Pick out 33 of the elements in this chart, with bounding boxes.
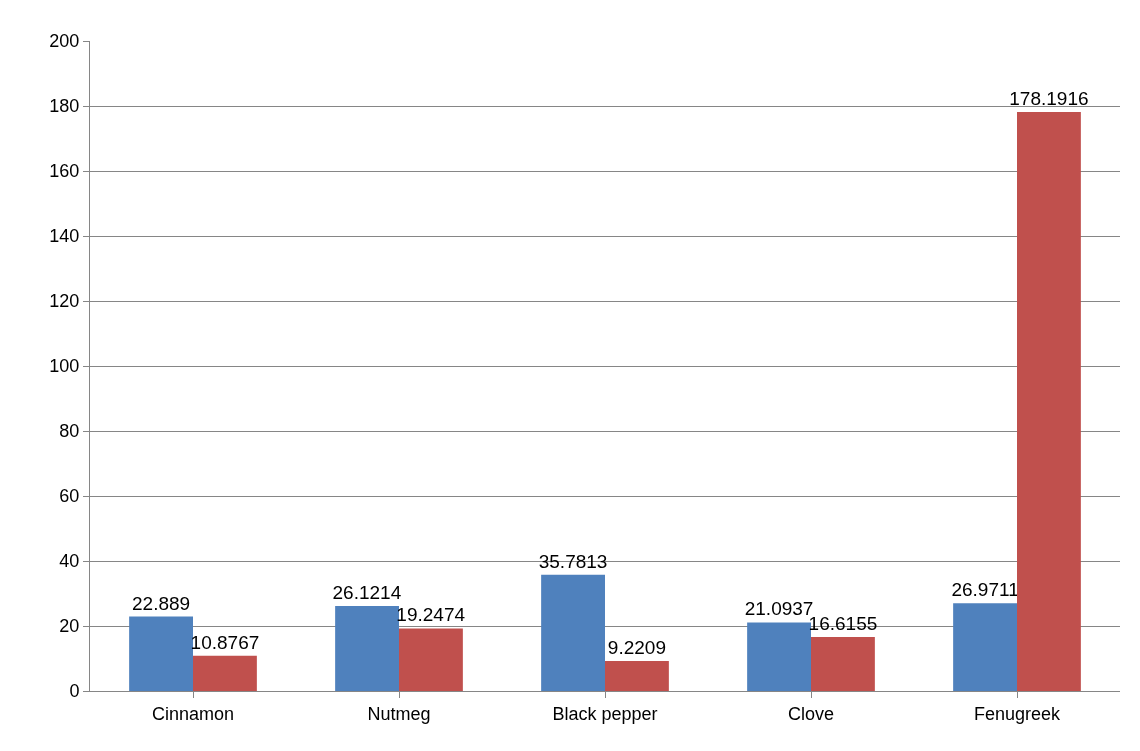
bar: [953, 603, 1017, 691]
bar: [335, 606, 399, 691]
data-label: 35.7813: [538, 550, 608, 572]
y-tick-label: 20: [59, 616, 80, 637]
bar: [399, 628, 463, 691]
data-label: 26.1214: [332, 582, 402, 604]
bar: [193, 655, 257, 691]
x-tick-label: Cinnamon: [151, 703, 235, 724]
data-label: 178.1916: [1009, 87, 1089, 109]
bar: [747, 622, 811, 691]
x-tick-label: Clove: [787, 703, 835, 724]
y-tick-label: 120: [49, 291, 80, 312]
y-tick-label: 180: [49, 96, 80, 117]
y-tick-label: 80: [59, 421, 80, 442]
x-tick-label: Fenugreek: [973, 703, 1062, 724]
x-tick-label: Nutmeg: [367, 703, 431, 724]
bar: [1017, 111, 1081, 691]
data-label: 16.6155: [808, 613, 878, 634]
y-tick-label: 100: [49, 356, 80, 377]
bar: [811, 637, 875, 691]
data-label: 9.2209: [607, 637, 666, 659]
y-tick-label: 0: [69, 681, 80, 702]
y-tick-label: 140: [49, 226, 80, 247]
bar: [605, 661, 669, 691]
data-label: 26.9711: [951, 579, 1019, 601]
y-tick-label: 40: [59, 551, 80, 572]
y-tick-label: 160: [49, 161, 80, 182]
x-tick-label: Black pepper: [552, 703, 658, 724]
bar: [541, 574, 605, 691]
y-tick-label: 200: [49, 31, 80, 52]
y-tick-label: 60: [59, 486, 80, 507]
data-label: 22.889: [132, 592, 191, 614]
bar: [129, 616, 193, 691]
